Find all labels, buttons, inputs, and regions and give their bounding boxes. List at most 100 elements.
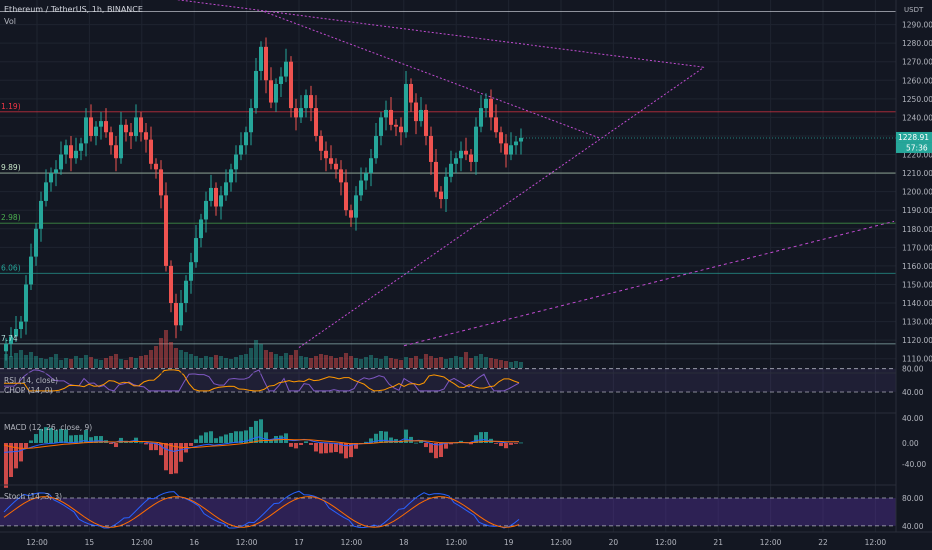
- candle-body[interactable]: [99, 121, 103, 127]
- candle-body[interactable]: [409, 83, 413, 103]
- stoch-pane[interactable]: [0, 490, 896, 529]
- candle-body[interactable]: [369, 158, 373, 174]
- candle-body[interactable]: [239, 145, 243, 155]
- candle-body[interactable]: [264, 46, 268, 81]
- candle-body[interactable]: [69, 145, 73, 159]
- candle-body[interactable]: [494, 117, 498, 133]
- candle-body[interactable]: [179, 303, 183, 326]
- candle-body[interactable]: [49, 173, 53, 183]
- candle-body[interactable]: [404, 83, 408, 133]
- rsi-pane[interactable]: [0, 368, 896, 393]
- candle-body[interactable]: [129, 132, 133, 136]
- candle-body[interactable]: [194, 238, 198, 263]
- candle-body[interactable]: [339, 169, 343, 183]
- candle-body[interactable]: [124, 124, 128, 133]
- candle-body[interactable]: [109, 132, 113, 146]
- candle-body[interactable]: [229, 169, 233, 183]
- candle-body[interactable]: [24, 284, 28, 322]
- candle-body[interactable]: [399, 126, 403, 133]
- candle-body[interactable]: [144, 132, 148, 140]
- candle-body[interactable]: [329, 158, 333, 164]
- candle-body[interactable]: [504, 143, 508, 155]
- candle-body[interactable]: [204, 200, 208, 220]
- candle-body[interactable]: [289, 61, 293, 109]
- candle-body[interactable]: [244, 132, 248, 146]
- candle-body[interactable]: [64, 145, 68, 155]
- candle-body[interactable]: [314, 108, 318, 136]
- candle-body[interactable]: [209, 187, 213, 201]
- candle-body[interactable]: [34, 228, 38, 257]
- candle-body[interactable]: [434, 161, 438, 192]
- candle-body[interactable]: [279, 76, 283, 84]
- candle-body[interactable]: [214, 187, 218, 207]
- candle-body[interactable]: [364, 173, 368, 181]
- candle-body[interactable]: [444, 176, 448, 200]
- candle-body[interactable]: [324, 150, 328, 159]
- candle-body[interactable]: [119, 124, 123, 159]
- candle-body[interactable]: [479, 108, 483, 127]
- candle-body[interactable]: [89, 117, 93, 136]
- candle-body[interactable]: [489, 98, 493, 118]
- candle-body[interactable]: [509, 145, 513, 155]
- candle-body[interactable]: [199, 219, 203, 239]
- candle-body[interactable]: [514, 141, 518, 146]
- candle-body[interactable]: [14, 329, 18, 337]
- candle-body[interactable]: [44, 182, 48, 201]
- candle-body[interactable]: [439, 191, 443, 200]
- candle-body[interactable]: [464, 150, 468, 155]
- candle-body[interactable]: [334, 163, 338, 170]
- candle-body[interactable]: [449, 163, 453, 177]
- candle-body[interactable]: [94, 126, 98, 136]
- candle-body[interactable]: [9, 336, 13, 344]
- candle-body[interactable]: [4, 343, 8, 352]
- candle-body[interactable]: [299, 108, 303, 118]
- candle-body[interactable]: [169, 265, 173, 304]
- candle-body[interactable]: [499, 132, 503, 144]
- candle-body[interactable]: [454, 158, 458, 164]
- candle-body[interactable]: [274, 83, 278, 103]
- candle-body[interactable]: [84, 117, 88, 144]
- candle-body[interactable]: [139, 117, 143, 133]
- candle-body[interactable]: [134, 117, 138, 136]
- candle-body[interactable]: [389, 109, 393, 125]
- candle-body[interactable]: [469, 154, 473, 162]
- candle-body[interactable]: [54, 169, 58, 174]
- candle-body[interactable]: [259, 46, 263, 71]
- candle-body[interactable]: [114, 145, 118, 159]
- candle-body[interactable]: [354, 195, 358, 218]
- candle-body[interactable]: [74, 150, 78, 159]
- candle-body[interactable]: [419, 109, 423, 122]
- candle-body[interactable]: [189, 262, 193, 281]
- candle-body[interactable]: [429, 135, 433, 162]
- candle-body[interactable]: [374, 135, 378, 159]
- candle-body[interactable]: [459, 150, 463, 159]
- candle-body[interactable]: [474, 126, 478, 162]
- candle-body[interactable]: [484, 98, 488, 109]
- candle-body[interactable]: [284, 61, 288, 77]
- candle-body[interactable]: [519, 137, 523, 142]
- candle-body[interactable]: [349, 210, 353, 218]
- candle-body[interactable]: [414, 102, 418, 122]
- candle-body[interactable]: [359, 180, 363, 196]
- candle-body[interactable]: [19, 321, 23, 330]
- candle-body[interactable]: [294, 108, 298, 118]
- candle-body[interactable]: [254, 70, 258, 109]
- candle-body[interactable]: [164, 195, 168, 266]
- candle-body[interactable]: [39, 200, 43, 229]
- candle-body[interactable]: [309, 95, 313, 109]
- candle-body[interactable]: [159, 169, 163, 196]
- candle-body[interactable]: [184, 280, 188, 304]
- candle-body[interactable]: [384, 109, 388, 118]
- candle-body[interactable]: [219, 195, 223, 207]
- candle-body[interactable]: [344, 182, 348, 211]
- price-axis[interactable]: [896, 0, 932, 550]
- macd-pane[interactable]: [3, 419, 523, 488]
- currency-label[interactable]: USDT: [904, 6, 924, 14]
- candle-body[interactable]: [224, 182, 228, 196]
- candlesticks[interactable]: [4, 37, 523, 361]
- candle-body[interactable]: [319, 135, 323, 151]
- candle-body[interactable]: [269, 80, 273, 103]
- candle-body[interactable]: [234, 154, 238, 170]
- candle-body[interactable]: [304, 95, 308, 109]
